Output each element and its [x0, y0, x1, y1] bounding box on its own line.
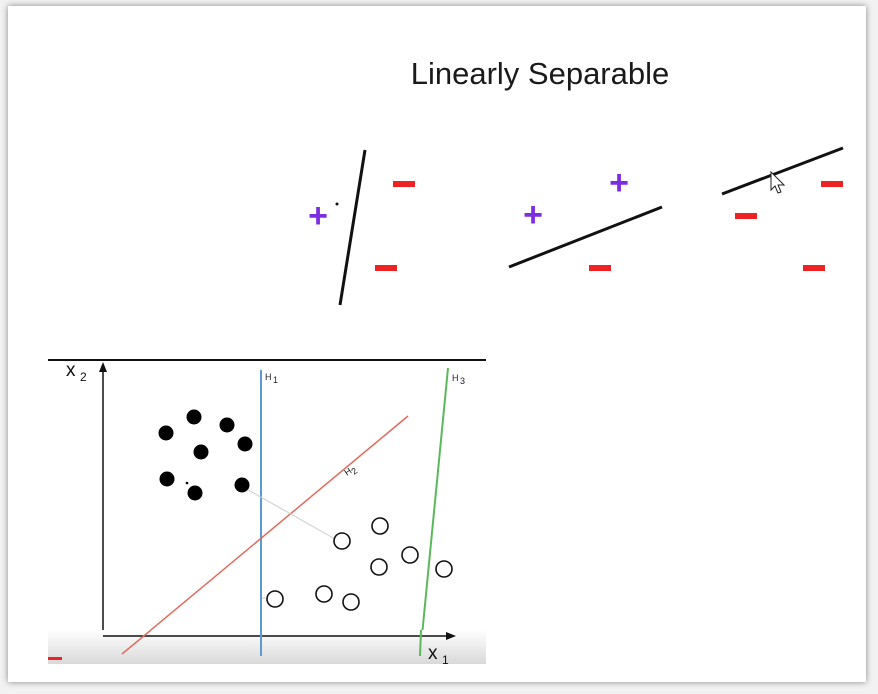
data-point-filled	[219, 417, 235, 433]
data-point-filled	[186, 409, 202, 425]
dot-mark	[335, 202, 339, 206]
minus-symbol	[393, 181, 415, 187]
hyperplane-h3-overlay	[419, 629, 422, 657]
example-2: + +	[508, 164, 663, 271]
data-point-filled	[187, 485, 203, 501]
separator-line-3	[721, 146, 844, 196]
margin-line	[242, 486, 336, 540]
separator-line-2	[508, 205, 663, 269]
hyperplane-diagram: x 2 x 1 H 1 H 2 H 3	[48, 359, 486, 667]
slide-title: Linearly Separable	[410, 56, 670, 91]
y-axis-label: x	[66, 360, 76, 381]
example-3	[721, 146, 844, 271]
data-point-filled	[234, 477, 250, 493]
minus-symbol	[821, 181, 843, 187]
data-point-filled	[159, 471, 175, 487]
data-point-hollow	[315, 585, 333, 603]
x-axis-arrow-overlay	[446, 632, 456, 640]
x-axis-label-overlay: x	[428, 643, 438, 664]
data-point-hollow	[266, 590, 284, 608]
y-axis-arrow	[99, 362, 107, 372]
h2-label: H	[342, 466, 353, 478]
mouse-cursor-icon	[770, 170, 786, 194]
separator-line-1	[338, 149, 367, 306]
example-1: +	[308, 149, 415, 306]
h1-label: H	[265, 372, 272, 382]
minus-symbol	[375, 265, 397, 271]
plus-symbol: +	[308, 197, 328, 235]
data-point-hollow	[371, 517, 389, 535]
hyperplane-h2-overlay	[121, 629, 152, 655]
data-point-filled	[237, 436, 253, 452]
data-point-hollow	[401, 546, 419, 564]
class-hollow-points	[266, 517, 453, 611]
data-point-hollow	[370, 558, 388, 576]
diagram-background	[48, 360, 486, 660]
x-axis-label-sub-overlay: 1	[442, 653, 449, 667]
h2-label-sub: 2	[349, 466, 359, 477]
hyperplane-h3	[419, 367, 449, 657]
dot-mark	[185, 481, 189, 485]
data-point-filled	[193, 444, 209, 460]
hyperplane-h2	[121, 415, 409, 655]
minus-symbol	[803, 265, 825, 271]
data-point-hollow	[342, 593, 360, 611]
plus-symbol: +	[523, 196, 543, 234]
h1-label-sub: 1	[273, 375, 278, 385]
h3-label-sub: 3	[460, 376, 465, 386]
minus-symbol	[589, 265, 611, 271]
y-axis-label-sub: 2	[80, 370, 87, 384]
data-point-hollow	[333, 532, 351, 550]
plus-symbol: +	[609, 164, 629, 202]
progress-indicator	[48, 657, 62, 660]
class-filled-points	[158, 409, 253, 501]
data-point-filled	[158, 425, 174, 441]
h3-label: H	[452, 373, 459, 383]
data-point-hollow	[435, 560, 453, 578]
minus-symbol	[735, 213, 757, 219]
